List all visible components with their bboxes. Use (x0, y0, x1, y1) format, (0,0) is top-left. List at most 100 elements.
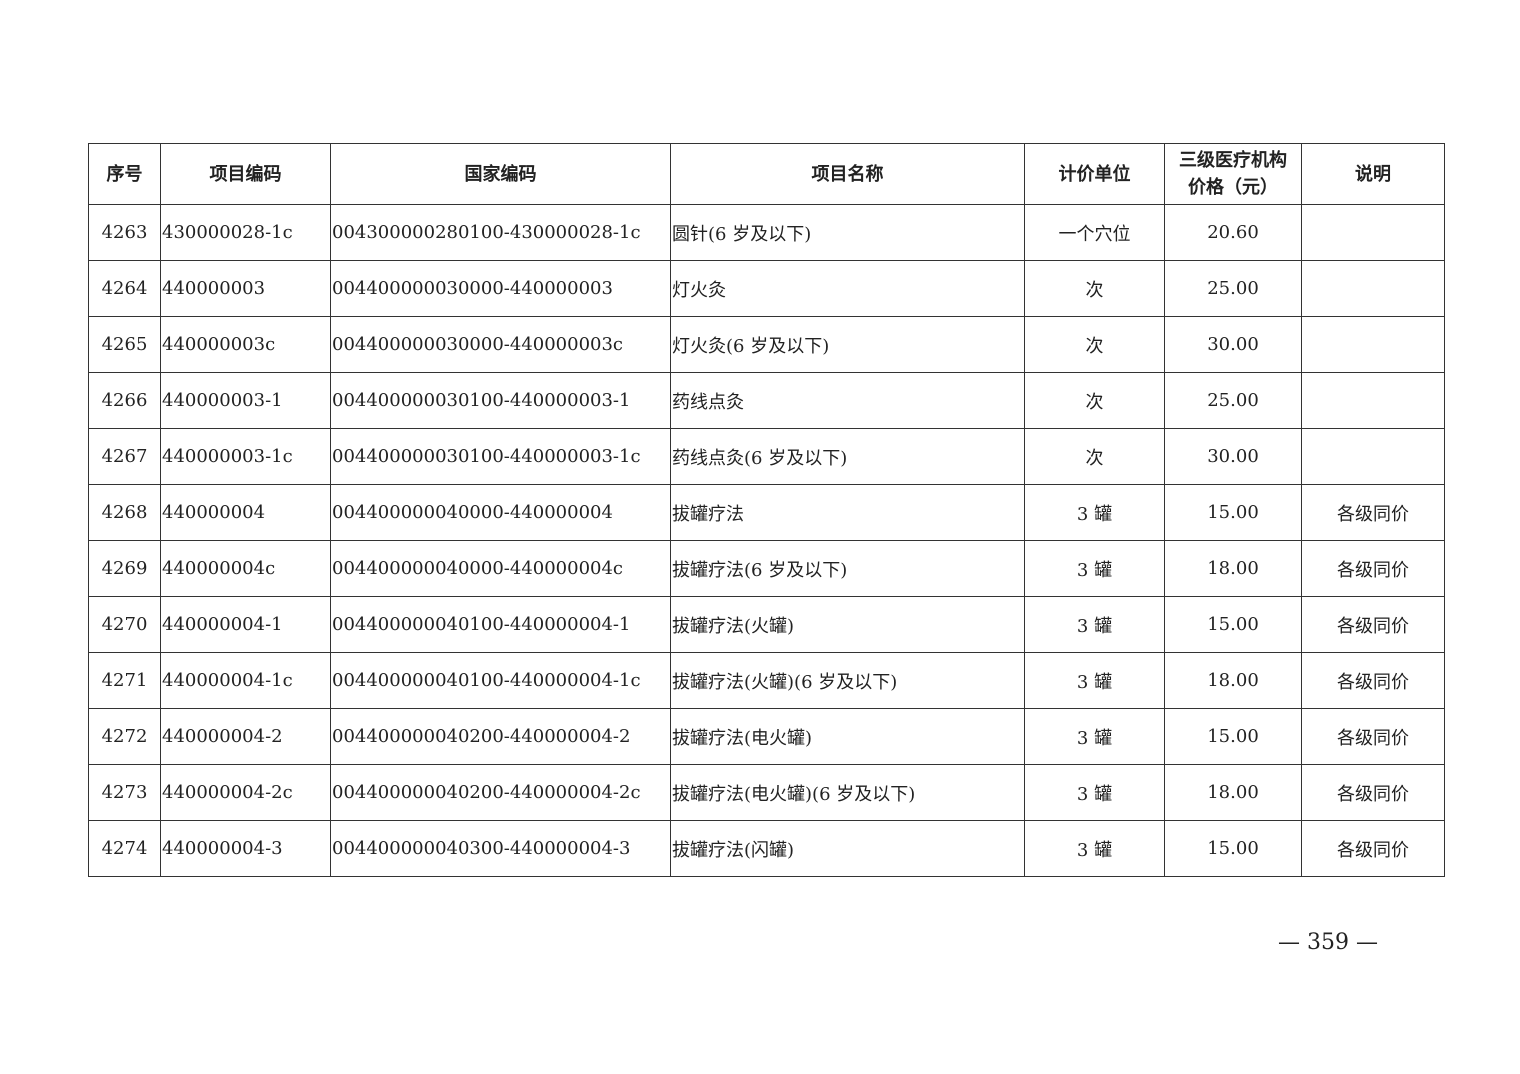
cell-note (1301, 372, 1445, 429)
header-unit: 计价单位 (1024, 143, 1165, 205)
cell-national-code: 004400000040000-440000004 (330, 484, 671, 541)
cell-national-code: 004400000030100-440000003-1c (330, 428, 671, 485)
cell-price: 25.00 (1164, 260, 1302, 317)
header-price-line1: 三级医疗机构 (1179, 150, 1287, 171)
cell-item-name: 拔罐疗法(6 岁及以下) (670, 540, 1025, 597)
cell-item-name: 拔罐疗法(电火罐) (670, 708, 1025, 765)
header-note: 说明 (1301, 143, 1445, 205)
cell-note (1301, 260, 1445, 317)
cell-index: 4268 (88, 484, 161, 541)
cell-price: 30.00 (1164, 316, 1302, 373)
cell-national-code: 004400000030100-440000003-1 (330, 372, 671, 429)
cell-index: 4270 (88, 596, 161, 653)
cell-national-code: 004400000040100-440000004-1c (330, 652, 671, 709)
table-row: 4265 440000003c 004400000030000-440000003c… (88, 316, 1445, 373)
cell-unit: 3 罐 (1024, 764, 1165, 821)
cell-national-code: 004400000040100-440000004-1 (330, 596, 671, 653)
header-price-line2: 价格（元） (1188, 177, 1278, 198)
cell-unit: 3 罐 (1024, 484, 1165, 541)
page-number: — 359 — (1278, 930, 1378, 955)
table-row: 4273 440000004-2c 004400000040200-44000000… (88, 764, 1445, 821)
cell-price: 25.00 (1164, 372, 1302, 429)
cell-unit: 3 罐 (1024, 596, 1165, 653)
cell-item-code: 440000003 (160, 260, 331, 317)
cell-item-name: 药线点灸 (670, 372, 1025, 429)
cell-item-code: 440000004-2c (160, 764, 331, 821)
header-index: 序号 (88, 143, 161, 205)
cell-index: 4266 (88, 372, 161, 429)
cell-unit: 一个穴位 (1024, 204, 1165, 261)
cell-price: 15.00 (1164, 708, 1302, 765)
cell-item-name: 药线点灸(6 岁及以下) (670, 428, 1025, 485)
cell-price: 18.00 (1164, 764, 1302, 821)
table-row: 4274 440000004-3 004400000040300-440000004… (88, 820, 1445, 877)
cell-item-code: 440000004-1c (160, 652, 331, 709)
cell-note: 各级同价 (1301, 484, 1445, 541)
cell-item-code: 440000003-1c (160, 428, 331, 485)
cell-note: 各级同价 (1301, 708, 1445, 765)
cell-price: 30.00 (1164, 428, 1302, 485)
cell-price: 15.00 (1164, 484, 1302, 541)
cell-unit: 次 (1024, 316, 1165, 373)
price-table: 序号 项目编码 国家编码 项目名称 计价单位 三级医疗机构 价格（元） 说明 42… (88, 143, 1445, 877)
cell-price: 15.00 (1164, 596, 1302, 653)
cell-index: 4267 (88, 428, 161, 485)
cell-index: 4273 (88, 764, 161, 821)
cell-item-code: 440000003c (160, 316, 331, 373)
cell-unit: 3 罐 (1024, 708, 1165, 765)
header-price: 三级医疗机构 价格（元） (1164, 143, 1302, 205)
table-row: 4271 440000004-1c 004400000040100-44000000… (88, 652, 1445, 709)
cell-item-name: 拔罐疗法(电火罐)(6 岁及以下) (670, 764, 1025, 821)
cell-note (1301, 204, 1445, 261)
cell-national-code: 004400000040000-440000004c (330, 540, 671, 597)
cell-item-code: 440000004 (160, 484, 331, 541)
cell-national-code: 004400000030000-440000003 (330, 260, 671, 317)
cell-price: 15.00 (1164, 820, 1302, 877)
cell-item-name: 灯火灸(6 岁及以下) (670, 316, 1025, 373)
header-national-code: 国家编码 (330, 143, 671, 205)
cell-item-code: 440000004c (160, 540, 331, 597)
cell-price: 18.00 (1164, 652, 1302, 709)
header-item-code: 项目编码 (160, 143, 331, 205)
cell-item-name: 灯火灸 (670, 260, 1025, 317)
cell-unit: 次 (1024, 428, 1165, 485)
table-row: 4268 440000004 004400000040000-440000004 拔罐… (88, 484, 1445, 541)
cell-item-code: 430000028-1c (160, 204, 331, 261)
cell-unit: 次 (1024, 260, 1165, 317)
cell-unit: 3 罐 (1024, 540, 1165, 597)
cell-national-code: 004300000280100-430000028-1c (330, 204, 671, 261)
header-item-name: 项目名称 (670, 143, 1025, 205)
cell-item-code: 440000003-1 (160, 372, 331, 429)
cell-index: 4274 (88, 820, 161, 877)
cell-index: 4264 (88, 260, 161, 317)
cell-index: 4263 (88, 204, 161, 261)
cell-item-name: 拔罐疗法(火罐) (670, 596, 1025, 653)
cell-item-name: 圆针(6 岁及以下) (670, 204, 1025, 261)
cell-national-code: 004400000030000-440000003c (330, 316, 671, 373)
cell-note: 各级同价 (1301, 820, 1445, 877)
table-row: 4269 440000004c 004400000040000-440000004c… (88, 540, 1445, 597)
cell-note: 各级同价 (1301, 764, 1445, 821)
cell-index: 4272 (88, 708, 161, 765)
cell-note (1301, 428, 1445, 485)
cell-index: 4269 (88, 540, 161, 597)
cell-item-name: 拔罐疗法 (670, 484, 1025, 541)
table-row: 4264 440000003 004400000030000-440000003 灯火… (88, 260, 1445, 317)
cell-unit: 3 罐 (1024, 820, 1165, 877)
cell-note: 各级同价 (1301, 652, 1445, 709)
table-row: 4270 440000004-1 004400000040100-440000004… (88, 596, 1445, 653)
cell-item-name: 拔罐疗法(闪罐) (670, 820, 1025, 877)
table-row: 4267 440000003-1c 004400000030100-44000000… (88, 428, 1445, 485)
cell-price: 18.00 (1164, 540, 1302, 597)
cell-item-name: 拔罐疗法(火罐)(6 岁及以下) (670, 652, 1025, 709)
table-row: 4266 440000003-1 004400000030100-440000003… (88, 372, 1445, 429)
cell-note (1301, 316, 1445, 373)
cell-national-code: 004400000040200-440000004-2c (330, 764, 671, 821)
table-header-row: 序号 项目编码 国家编码 项目名称 计价单位 三级医疗机构 价格（元） 说明 (88, 143, 1445, 205)
cell-item-code: 440000004-2 (160, 708, 331, 765)
cell-index: 4265 (88, 316, 161, 373)
cell-item-code: 440000004-3 (160, 820, 331, 877)
table-row: 4272 440000004-2 004400000040200-440000004… (88, 708, 1445, 765)
cell-national-code: 004400000040300-440000004-3 (330, 820, 671, 877)
cell-unit: 次 (1024, 372, 1165, 429)
